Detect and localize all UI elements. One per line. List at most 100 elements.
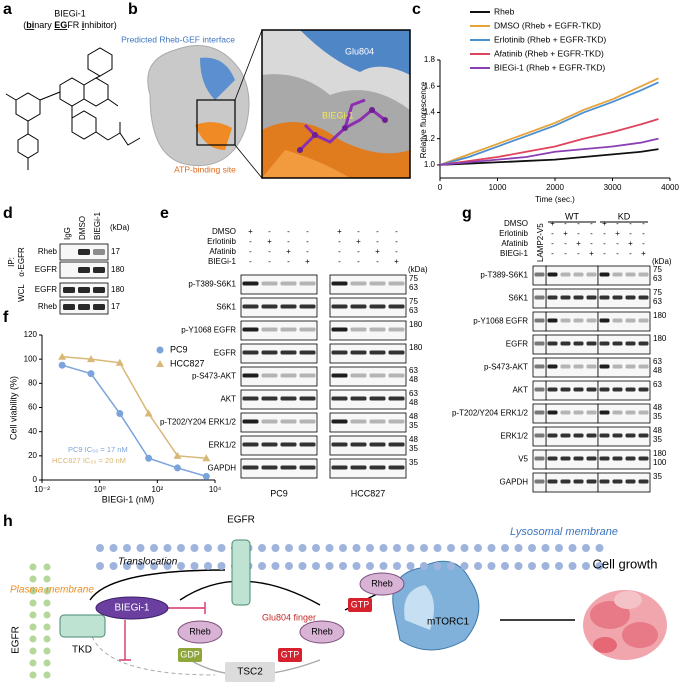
protein-overview [147, 29, 263, 179]
treatment-sign: + [356, 237, 361, 246]
blot-band [350, 281, 367, 286]
treatment-sign: - [287, 237, 290, 246]
treatment-sign: - [629, 249, 632, 258]
blot-band [78, 287, 90, 293]
annotation: PC9 IC₅₀ = 17 nM [68, 445, 128, 454]
lipid-head [29, 659, 37, 667]
blot-band [573, 318, 584, 323]
legend-label: DMSO (Rheb + EGFR-TKD) [494, 20, 601, 30]
lipid-head [29, 635, 37, 643]
blot-band [350, 419, 367, 424]
treatment-sign: - [642, 239, 645, 248]
blot-band [93, 287, 105, 293]
treatment-sign: - [551, 239, 554, 248]
panel-letter: f [3, 309, 9, 326]
row-label: EGFR [506, 340, 528, 349]
kda-label: 180 [409, 320, 423, 329]
row-label: p-T202/Y204 ERK1/2 [160, 418, 237, 427]
blot-band [625, 433, 636, 438]
lipid-head [325, 562, 334, 570]
label: Glu804 [345, 46, 374, 56]
lipid-head [595, 562, 604, 570]
blot-band [331, 465, 348, 470]
panel-letter: c [412, 1, 421, 18]
lipid-head [555, 544, 563, 552]
blot-band [369, 350, 386, 355]
treatment-sign: - [551, 229, 554, 238]
row-label: ERK1/2 [500, 432, 528, 441]
blot-band [369, 442, 386, 447]
legend-marker [156, 346, 164, 354]
panel-letter: h [3, 513, 13, 530]
protein-shape [95, 596, 169, 620]
blot-band [599, 410, 610, 415]
blot-band [625, 456, 636, 461]
treatment-sign: - [629, 219, 632, 228]
description-part: bi [26, 20, 34, 30]
blot-band [625, 387, 636, 392]
lipid-head [501, 544, 509, 552]
protein-label: TSC2 [237, 667, 263, 678]
treatment-label: Erlotinib [499, 229, 528, 238]
x-tick-label: 10⁰ [94, 485, 106, 494]
blot-band [350, 350, 367, 355]
blot-band [93, 267, 105, 273]
fit-line [62, 356, 207, 459]
treatment-sign: + [628, 239, 633, 248]
x-tick-label: 3000 [604, 183, 622, 192]
group-label: IP: [7, 257, 16, 267]
lipid-head [460, 562, 469, 570]
lipid-head [285, 562, 293, 570]
treatment-sign: - [616, 239, 619, 248]
series-line [439, 148, 659, 166]
blot-band [612, 272, 623, 277]
blot-band [369, 281, 386, 286]
blot [240, 435, 318, 456]
blot-band [534, 341, 545, 346]
blot [597, 265, 651, 286]
lipid-head [393, 562, 401, 570]
x-tick-label: 4000 [661, 183, 679, 192]
blot-band [63, 304, 75, 310]
treatment-label: DMSO [212, 227, 236, 236]
blot-band [547, 387, 558, 392]
blot-band [638, 364, 649, 369]
nucleotide-label: GTP [281, 649, 300, 659]
blot-band [625, 364, 636, 369]
blot-band [534, 364, 545, 369]
blot-band [93, 304, 105, 310]
blot-band [573, 272, 584, 277]
treatment-sign: + [305, 257, 310, 266]
blot-band [280, 373, 297, 378]
blot-band [299, 396, 316, 401]
blot-band [280, 465, 297, 470]
blot-band [331, 373, 348, 378]
x-axis-label: BIEGi-1 (nM) [102, 494, 155, 504]
treatment-sign: + [615, 229, 620, 238]
lipid-head [29, 647, 37, 655]
y-tick-label: 60 [28, 403, 37, 412]
blot-band [599, 318, 610, 323]
blot-band [299, 465, 316, 470]
lipid-head [43, 575, 51, 583]
treatment-sign: - [395, 227, 398, 236]
row-label: GAPDH [208, 464, 237, 473]
description-part: i [82, 20, 85, 30]
kda-label: 75 [409, 297, 418, 306]
protein-zoom [261, 29, 411, 179]
blot-band [547, 364, 558, 369]
blot-band [242, 304, 259, 309]
lipid-head [43, 599, 51, 607]
blot-band [638, 341, 649, 346]
blot-band [261, 327, 278, 332]
blot-band [638, 318, 649, 323]
kda-label: 75 [409, 274, 418, 283]
treatment-sign: - [629, 229, 632, 238]
blot-band [261, 373, 278, 378]
blot-band [625, 295, 636, 300]
lipid-head [379, 544, 388, 552]
panel-letter: b [128, 1, 138, 18]
blot-band [299, 281, 316, 286]
treatment-sign: - [603, 229, 606, 238]
legend-marker [156, 360, 164, 367]
